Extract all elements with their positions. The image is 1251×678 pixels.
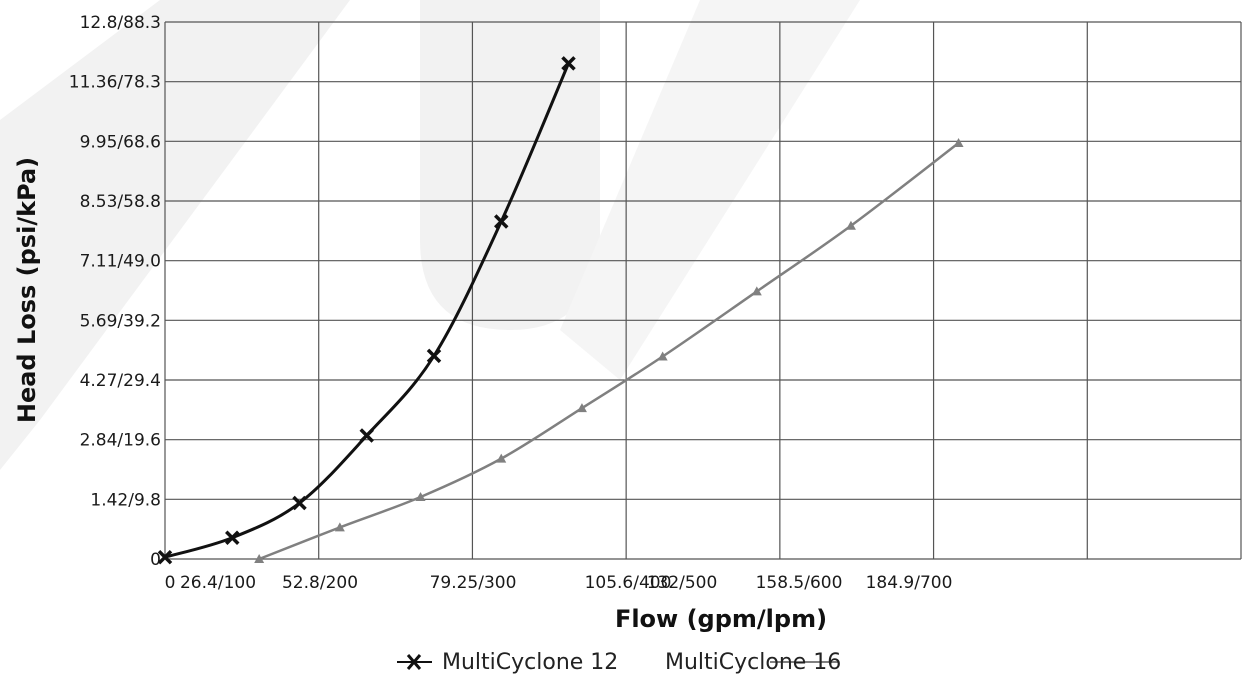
data-point-multicyclone-16: [496, 453, 507, 463]
x-tick-label: 184.9/700: [866, 573, 953, 593]
data-point-multicyclone-12: [494, 214, 509, 229]
x-tick-label: 26.4/100: [180, 573, 256, 593]
chart-grid: [164, 21, 1242, 560]
watermark-shape-left: [0, 0, 350, 470]
data-point-multicyclone-12: [225, 530, 240, 545]
x-tick-label: 79.25/300: [430, 573, 517, 593]
watermark-shape-right: [560, 0, 860, 380]
data-point-multicyclone-16: [334, 522, 345, 532]
data-point-multicyclone-16: [576, 403, 587, 413]
data-point-multicyclone-12: [359, 428, 374, 443]
y-tick-label: 11.36/78.3: [69, 73, 161, 93]
legend-marker-multicyclone-12: [406, 654, 422, 670]
legend-label-multicyclone-16: MultiCyclone 16: [665, 650, 841, 674]
series-line-multicyclone-16: [258, 142, 960, 561]
y-axis-title: Head Loss (psi/kPa): [13, 157, 41, 423]
y-tick-label: 5.69/39.2: [80, 311, 161, 331]
x-axis-title: Flow (gpm/lpm): [615, 605, 827, 633]
x-tick-label: 158.5/600: [756, 573, 843, 593]
watermark-logo: [0, 0, 860, 470]
series-line-multicyclone-12: [164, 62, 570, 559]
x-tick-label: 0: [165, 573, 176, 593]
data-point-multicyclone-16: [254, 554, 265, 563]
watermark-shape-center: [420, 0, 600, 330]
data-point-multicyclone-16: [657, 351, 668, 361]
y-axis-ticks: 0 1.42/9.8 2.84/19.6 4.27/29.4 5.69/39.2 7.11…: [69, 13, 161, 570]
data-point-multicyclone-16: [845, 220, 856, 230]
data-point-multicyclone-12: [157, 549, 173, 565]
y-tick-label: 1.42/9.8: [90, 490, 161, 510]
data-point-multicyclone-16: [415, 491, 426, 501]
data-point-multicyclone-16: [953, 138, 964, 148]
data-point-multicyclone-12: [426, 348, 442, 364]
chart-legend: MultiCyclone 12 MultiCyclone 16: [397, 650, 841, 675]
data-point-multicyclone-16: [751, 286, 762, 296]
y-tick-label: 12.8/88.3: [80, 13, 161, 33]
legend-label-multicyclone-12: MultiCyclone 12: [442, 650, 618, 674]
chart-series: [157, 56, 964, 565]
y-tick-label: 9.95/68.6: [80, 132, 161, 152]
data-point-multicyclone-12: [561, 56, 576, 71]
x-tick-label: 52.8/200: [282, 573, 358, 593]
y-tick-label: 8.53/58.8: [80, 192, 161, 212]
y-tick-label: 4.27/29.4: [80, 371, 161, 391]
x-tick-label: 105.6/400: [585, 573, 672, 593]
x-axis-ticks: 0 26.4/100 52.8/200 79.25/300 105.6/400132/5…: [165, 573, 953, 593]
y-tick-label: 7.11/49.0: [80, 252, 161, 272]
x-tick-label: 132/500: [647, 573, 718, 593]
y-tick-label: 0: [150, 550, 161, 570]
data-point-multicyclone-12: [292, 495, 307, 511]
y-tick-label: 2.84/19.6: [80, 431, 161, 451]
